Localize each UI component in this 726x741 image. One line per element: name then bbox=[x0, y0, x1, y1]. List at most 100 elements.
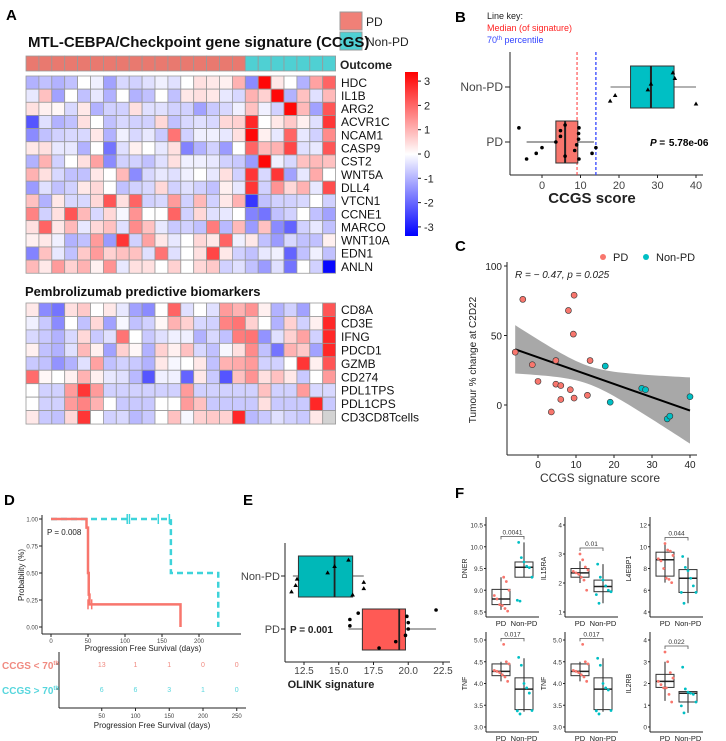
heatmap-cell bbox=[206, 259, 220, 274]
heatmap-cell bbox=[128, 329, 143, 344]
heatmap-cell bbox=[90, 259, 104, 274]
y-tick-label: 1 bbox=[558, 610, 562, 617]
heatmap-cell bbox=[115, 193, 130, 208]
data-point bbox=[563, 154, 567, 158]
data-point-nonpd bbox=[517, 541, 521, 544]
heatmap-cell bbox=[25, 154, 40, 169]
x-tick-label: 10 bbox=[570, 460, 582, 471]
data-point-pd bbox=[663, 650, 667, 654]
heatmap-cell bbox=[193, 101, 207, 116]
heatmap-title: MTL-CEBPA/Checkpoint gene signature (CCG… bbox=[28, 34, 369, 51]
heatmap-cell bbox=[154, 180, 169, 195]
heatmap-cell bbox=[64, 396, 78, 411]
heatmap-cell bbox=[180, 75, 195, 90]
data-point-nonpd bbox=[522, 560, 526, 564]
heatmap-cell bbox=[270, 329, 285, 344]
heatmap-cell bbox=[244, 128, 259, 143]
heatmap-cell bbox=[270, 246, 285, 261]
y-axis-title: L4EBP1 bbox=[626, 556, 633, 582]
data-point-triangle bbox=[645, 87, 651, 92]
heatmap-cell bbox=[115, 342, 130, 358]
heatmap-cell bbox=[51, 259, 66, 274]
heatmap-cell bbox=[141, 233, 156, 248]
outcome-cell bbox=[219, 55, 233, 72]
data-point-nonpd bbox=[683, 687, 687, 691]
data-point bbox=[434, 608, 438, 612]
data-point-nonpd bbox=[679, 591, 683, 594]
gene-label: WNT10A bbox=[341, 234, 390, 248]
correlation-scatter-panel: PD Non-PD 0 10 20 30 40 0 50 100 R = − 0.47, p = 0… bbox=[468, 252, 697, 485]
heatmap-cell bbox=[283, 259, 298, 274]
heatmap-cell bbox=[193, 75, 207, 90]
data-point-nonpd bbox=[679, 704, 683, 708]
survival-curve-below-70th bbox=[51, 517, 182, 627]
data-point-nonpd bbox=[601, 682, 605, 685]
heatmap-cell bbox=[257, 207, 272, 222]
x-tick-label: 15.0 bbox=[329, 666, 349, 677]
heatmap-cell bbox=[103, 128, 117, 143]
x-tick-label: 20.0 bbox=[399, 666, 419, 677]
data-point-nonpd bbox=[686, 690, 690, 694]
heatmap-cell bbox=[90, 396, 104, 411]
x-tick-label: 0 bbox=[539, 180, 545, 192]
heatmap-cell bbox=[154, 167, 169, 182]
outcome-cell bbox=[141, 55, 156, 72]
data-point-pd bbox=[566, 386, 574, 394]
heatmap-cell bbox=[270, 356, 285, 371]
heatmap-cell bbox=[167, 246, 182, 261]
heatmap-cell bbox=[115, 88, 130, 103]
heatmap-cell bbox=[90, 141, 104, 156]
heatmap-cell bbox=[90, 180, 104, 195]
heatmap-cell bbox=[167, 220, 182, 235]
data-point-pd bbox=[670, 581, 674, 585]
heatmap-cell bbox=[257, 316, 272, 331]
data-point-pd bbox=[495, 597, 499, 601]
heatmap-cell bbox=[167, 316, 182, 331]
data-point-pd bbox=[670, 700, 674, 704]
heatmap-cell bbox=[141, 167, 156, 182]
heatmap-cell bbox=[206, 167, 220, 182]
heatmap-cell bbox=[128, 342, 143, 358]
heatmap-cell bbox=[77, 220, 91, 235]
data-point-pd bbox=[557, 382, 565, 389]
data-point-pd bbox=[502, 575, 506, 579]
data-point-pd bbox=[662, 567, 666, 570]
outcome-cell bbox=[206, 55, 220, 72]
heatmap-cell bbox=[296, 302, 311, 317]
heatmap-cell bbox=[90, 128, 104, 143]
heatmap-cell bbox=[193, 207, 207, 222]
heatmap-cell bbox=[90, 383, 104, 398]
heatmap-cell bbox=[167, 259, 182, 274]
data-point-pd bbox=[581, 558, 585, 562]
heatmap-cell bbox=[270, 88, 285, 103]
heatmap-cell bbox=[270, 220, 285, 235]
heatmap-cell bbox=[64, 220, 78, 235]
heatmap-cell bbox=[64, 141, 78, 156]
heatmap-cell bbox=[322, 154, 337, 169]
heatmap-cell bbox=[167, 410, 182, 425]
heatmap-cell bbox=[193, 302, 207, 317]
heatmap-cell bbox=[77, 207, 91, 222]
risk-count: 6 bbox=[134, 687, 138, 694]
data-point-pd bbox=[585, 679, 589, 683]
heatmap-cell bbox=[167, 302, 182, 317]
heatmap-cell bbox=[141, 101, 156, 116]
heatmap-cell bbox=[244, 220, 259, 235]
data-point-pd bbox=[659, 559, 663, 563]
data-point-pd bbox=[504, 660, 508, 664]
heatmap-cell bbox=[231, 75, 246, 90]
heatmap-cell bbox=[283, 369, 298, 385]
data-point-nonpd bbox=[606, 588, 610, 592]
heatmap-cell bbox=[154, 383, 169, 398]
heatmap-cell bbox=[51, 410, 66, 425]
data-point-nonpd bbox=[604, 584, 608, 588]
legend-swatch-nonpd bbox=[339, 31, 363, 51]
heatmap-cell bbox=[103, 356, 117, 371]
x-tick-label: Non-PD bbox=[511, 619, 538, 628]
data-point-nonpd bbox=[642, 386, 649, 394]
heatmap-cell bbox=[193, 115, 207, 129]
data-point-nonpd bbox=[694, 700, 698, 704]
heatmap-cell bbox=[244, 88, 259, 103]
heatmap-cell bbox=[128, 88, 143, 103]
heatmap-cell bbox=[115, 233, 130, 248]
